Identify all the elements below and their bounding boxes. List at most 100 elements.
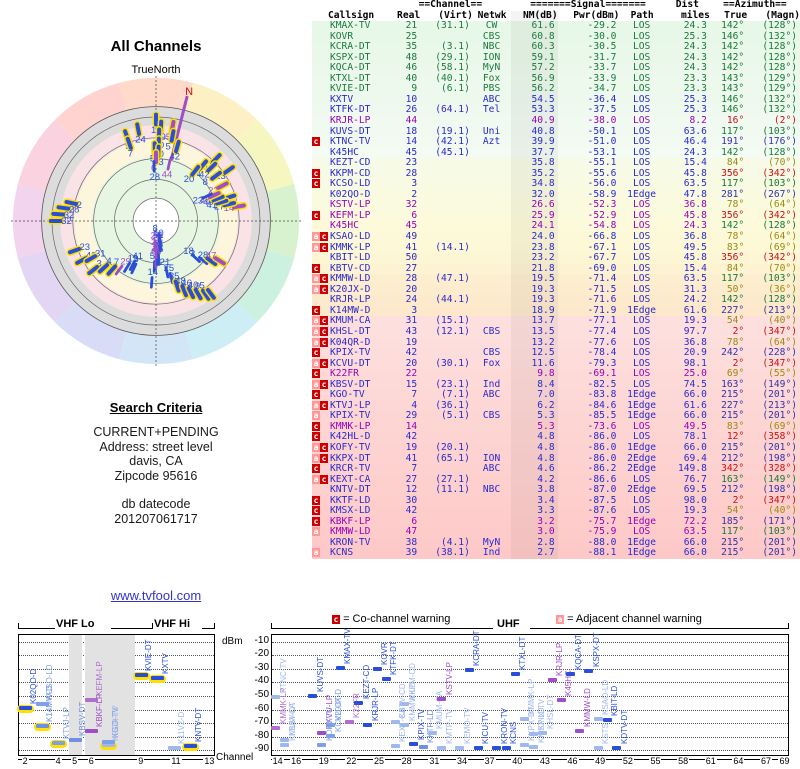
- signal-bar[interactable]: [566, 672, 575, 676]
- band-gap-shading: [85, 635, 135, 755]
- x-tick-label: 11: [170, 756, 181, 766]
- signal-bar[interactable]: [428, 731, 437, 735]
- warning-cell: [312, 190, 328, 201]
- cell-nm-db: 4.8: [511, 443, 557, 454]
- signal-bar[interactable]: [502, 746, 511, 750]
- co-channel-warning-icon: c: [312, 264, 320, 273]
- co-channel-warning-icon: c: [312, 169, 320, 178]
- signal-label: K20JX-D: [334, 689, 343, 721]
- signal-bar[interactable]: [419, 745, 428, 749]
- signal-bar[interactable]: [271, 726, 280, 730]
- signal-bar[interactable]: [594, 746, 603, 750]
- signal-bar[interactable]: [36, 724, 49, 728]
- signal-bar[interactable]: [336, 666, 345, 670]
- cell-power-dbm: -38.0: [558, 116, 620, 127]
- signal-bar[interactable]: [102, 740, 115, 744]
- cell-network: [473, 200, 511, 211]
- signal-bar[interactable]: [400, 702, 409, 706]
- signal-bar[interactable]: [520, 743, 529, 747]
- signal-bar[interactable]: [135, 673, 148, 677]
- signal-label: KNTV-DT: [194, 708, 203, 742]
- signal-table-panel: ==Channel== =======Signal======= Dist ==…: [312, 0, 800, 612]
- signal-bar[interactable]: [151, 676, 164, 680]
- signal-bar[interactable]: [354, 701, 363, 705]
- co-channel-warning-icon: c: [320, 285, 328, 294]
- signal-bar[interactable]: [612, 746, 621, 750]
- signal-bar[interactable]: [538, 731, 547, 735]
- cell-network: [473, 243, 511, 254]
- x-tick-label: 4: [55, 756, 62, 766]
- signal-bar[interactable]: [437, 697, 446, 701]
- cell-virtual-channel: [420, 517, 473, 528]
- signal-bar[interactable]: [400, 723, 409, 727]
- x-tick-label: 64: [732, 756, 744, 766]
- signal-table: ==Channel== =======Signal======= Dist ==…: [312, 0, 800, 559]
- signal-bar[interactable]: [409, 742, 418, 746]
- warning-cell: [312, 253, 328, 264]
- group-header-azimuth: ==Azimuth==: [710, 0, 800, 11]
- signal-bar[interactable]: [52, 741, 65, 745]
- cell-real-channel: 19: [389, 443, 420, 454]
- signal-bar[interactable]: [594, 717, 603, 721]
- tvfool-link[interactable]: www.tvfool.com: [0, 588, 312, 603]
- signal-bar[interactable]: [474, 746, 483, 750]
- signal-bar[interactable]: [603, 718, 612, 722]
- signal-bar[interactable]: [584, 669, 593, 673]
- signal-bar[interactable]: [308, 694, 317, 698]
- signal-bar[interactable]: [168, 746, 181, 750]
- signal-bar[interactable]: [280, 743, 289, 747]
- signal-bar[interactable]: [391, 744, 400, 748]
- warning-cell: [312, 53, 328, 64]
- cell-network: [473, 158, 511, 169]
- cell-virtual-channel: [420, 348, 473, 359]
- signal-bar[interactable]: [455, 746, 464, 750]
- cell-distance-miles: 20.9: [665, 348, 710, 359]
- signal-bar[interactable]: [69, 738, 82, 742]
- signal-bar[interactable]: [492, 746, 501, 750]
- signal-bar[interactable]: [548, 678, 557, 682]
- signal-bar[interactable]: [520, 717, 529, 721]
- signal-bar[interactable]: [85, 729, 98, 733]
- signal-bar[interactable]: [382, 677, 391, 681]
- signal-bar[interactable]: [373, 667, 382, 671]
- group-header-dist: Dist: [665, 0, 710, 11]
- signal-bar[interactable]: [317, 743, 326, 747]
- signal-bar[interactable]: [345, 720, 354, 724]
- cell-network: [473, 285, 511, 296]
- signal-bar[interactable]: [557, 698, 566, 702]
- signal-bar[interactable]: [326, 734, 335, 738]
- warning-cell: [312, 295, 328, 306]
- signal-bar[interactable]: [36, 702, 49, 706]
- signal-label: KMMW-LD: [583, 688, 592, 727]
- signal-bar[interactable]: [437, 746, 446, 750]
- signal-bar[interactable]: [529, 732, 538, 736]
- signal-bar[interactable]: [184, 744, 197, 748]
- signal-bar[interactable]: [326, 723, 335, 727]
- criteria-address: Address: street level: [0, 440, 312, 455]
- signal-bar[interactable]: [280, 738, 289, 742]
- cell-network: CBS: [473, 348, 511, 359]
- signal-bar[interactable]: [363, 723, 372, 727]
- signal-bar[interactable]: [529, 745, 538, 749]
- signal-bar[interactable]: [19, 706, 32, 710]
- signal-bar[interactable]: [465, 668, 474, 672]
- signal-bar[interactable]: [271, 695, 280, 699]
- signal-bar[interactable]: [511, 672, 520, 676]
- polar-plot[interactable]: N171924305597205043426284415134231208221…: [11, 76, 301, 366]
- co-channel-warning-icon: c: [320, 380, 328, 389]
- signal-bar[interactable]: [575, 729, 584, 733]
